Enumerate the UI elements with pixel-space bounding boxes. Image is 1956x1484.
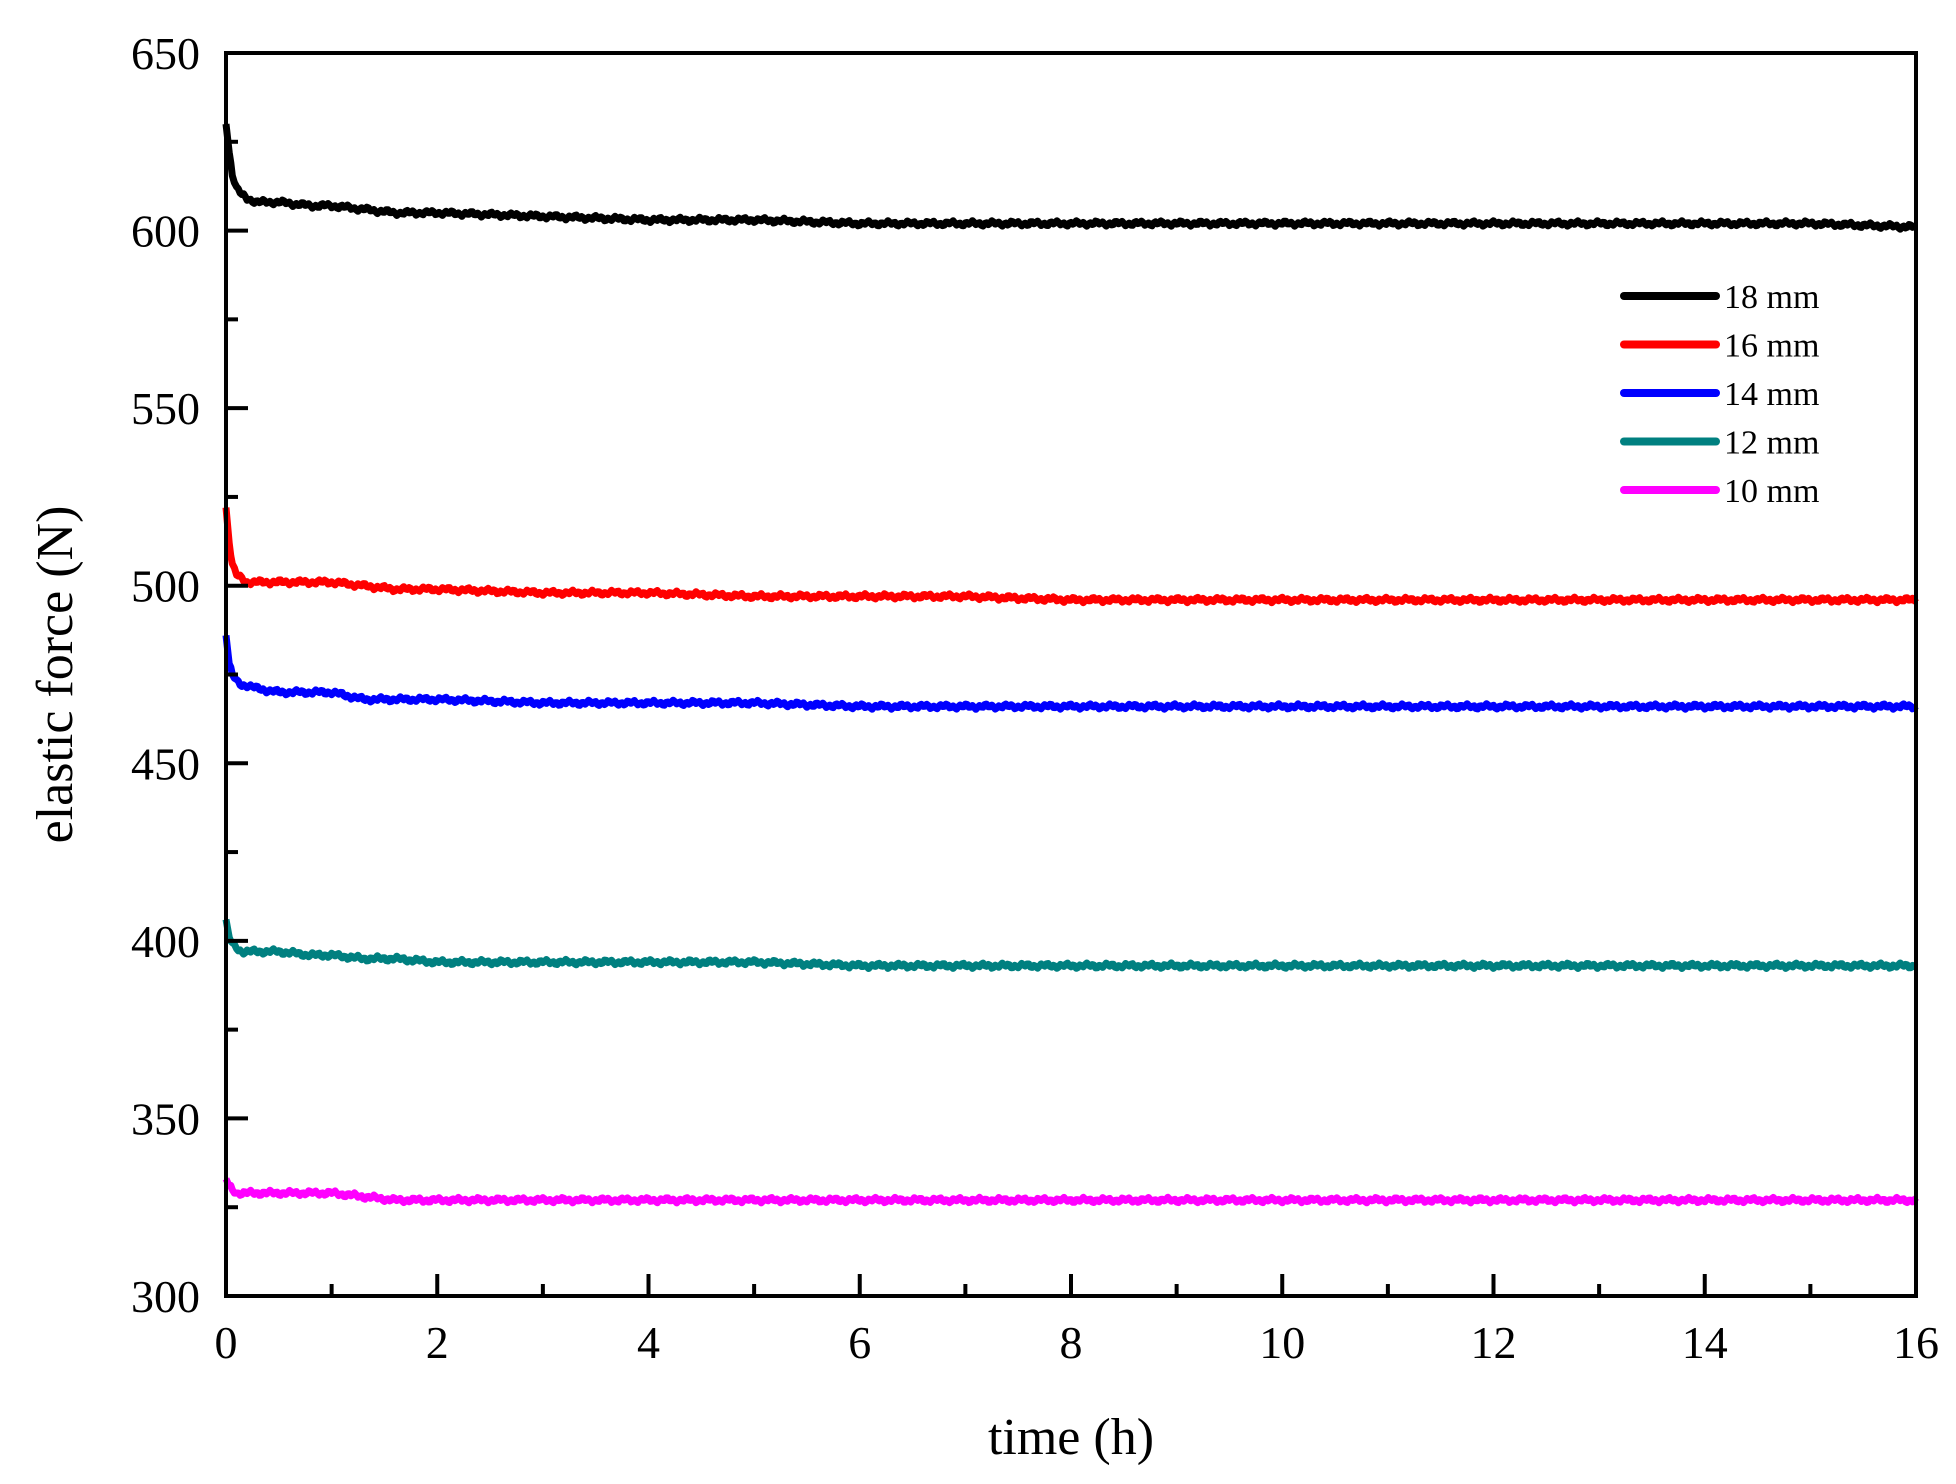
legend-label: 16 mm <box>1724 328 1819 365</box>
series-line <box>222 918 1919 972</box>
axis-ticks <box>224 51 1918 1298</box>
x-axis-title: time (h) <box>988 1409 1154 1466</box>
series-line <box>222 123 1918 233</box>
y-tick-label: 450 <box>131 738 200 789</box>
y-axis-title: elastic force (N) <box>27 506 84 844</box>
x-tick-label: 4 <box>637 1317 660 1368</box>
series-layer <box>222 123 1919 1207</box>
series-line <box>222 507 1919 607</box>
y-tick-label: 300 <box>131 1271 200 1322</box>
x-tick-label: 0 <box>215 1317 238 1368</box>
x-tick-label: 12 <box>1471 1317 1517 1368</box>
x-tick-label: 14 <box>1682 1317 1728 1368</box>
series-line <box>222 1177 1919 1207</box>
legend-label: 18 mm <box>1724 279 1819 316</box>
y-tick-label: 400 <box>131 916 200 967</box>
x-tick-label: 10 <box>1259 1317 1305 1368</box>
legend-label: 14 mm <box>1724 376 1819 413</box>
tick-labels: 0 2 4 6 8 10 12 14 16 300 350 400 450 500 550 600 650 <box>131 28 1939 1368</box>
y-tick-label: 600 <box>131 206 200 257</box>
legend-label: 10 mm <box>1724 473 1819 510</box>
series-line <box>222 635 1919 713</box>
x-tick-label: 2 <box>426 1317 449 1368</box>
legend-label: 12 mm <box>1724 425 1819 462</box>
y-tick-label: 500 <box>131 561 200 612</box>
y-tick-label: 650 <box>131 28 200 79</box>
x-tick-label: 16 <box>1893 1317 1939 1368</box>
legend: 18 mm 16 mm 14 mm 12 mm 10 mm <box>1620 279 1819 510</box>
x-tick-label: 6 <box>848 1317 871 1368</box>
x-tick-label: 8 <box>1060 1317 1083 1368</box>
y-tick-label: 550 <box>131 383 200 434</box>
plot-frame <box>224 51 1918 1298</box>
y-tick-label: 350 <box>131 1093 200 1144</box>
